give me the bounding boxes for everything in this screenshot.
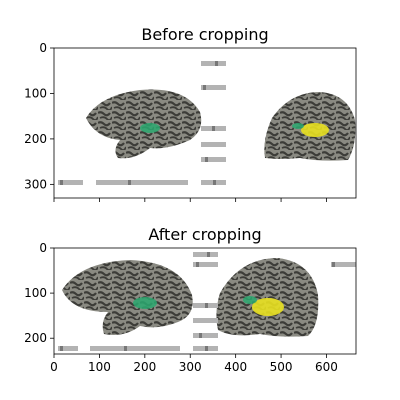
y-tick-label: 200 xyxy=(24,132,47,146)
widget-thumb xyxy=(60,180,63,185)
y-tick-label: 100 xyxy=(24,86,47,100)
yticks-before: 0 100 200 300 xyxy=(24,41,54,191)
widget-bar xyxy=(201,61,226,66)
left-hemisphere-before xyxy=(86,89,202,159)
widget-bar xyxy=(90,346,180,351)
subplot-after: After cropping 0 100 200 xyxy=(24,225,357,374)
widget-thumb xyxy=(60,346,63,351)
xticks-after: 0 100 200 300 400 500 600 xyxy=(50,354,338,374)
x-tick-label: 300 xyxy=(179,360,202,374)
activation-right-after xyxy=(252,298,284,316)
yticks-after: 0 100 200 xyxy=(24,241,54,345)
title-before: Before cropping xyxy=(141,25,268,44)
widget-bar xyxy=(193,333,218,338)
x-tick-label: 400 xyxy=(224,360,247,374)
widget-thumb xyxy=(203,85,206,90)
title-after: After cropping xyxy=(148,225,261,244)
widget-thumb xyxy=(205,157,208,162)
widget-bar xyxy=(201,142,226,147)
widget-bar xyxy=(58,180,83,185)
axes-frame-before xyxy=(53,47,357,199)
widget-thumb xyxy=(213,180,216,185)
widget-bar xyxy=(193,318,218,323)
y-tick-label: 0 xyxy=(39,241,47,255)
widget-bar xyxy=(58,346,78,351)
right-hemisphere-after xyxy=(216,258,319,337)
image-after xyxy=(58,252,356,351)
xticks-before xyxy=(53,198,327,202)
widget-thumb xyxy=(332,262,335,267)
left-hemisphere-after xyxy=(62,260,193,335)
widget-bar xyxy=(201,85,226,90)
widget-thumb xyxy=(212,126,215,131)
widget-bar xyxy=(193,252,218,257)
activation-left-after xyxy=(133,297,157,309)
widget-bar xyxy=(331,262,356,267)
widget-thumb xyxy=(215,61,218,66)
y-tick-label: 200 xyxy=(24,331,47,345)
axes-frame-after xyxy=(53,247,357,355)
y-tick-label: 100 xyxy=(24,286,47,300)
activation-right-before xyxy=(301,123,329,137)
x-tick-label: 100 xyxy=(88,360,111,374)
widget-thumb xyxy=(196,262,199,267)
widget-thumb xyxy=(124,346,127,351)
widget-bar xyxy=(201,157,226,162)
y-tick-label: 0 xyxy=(39,41,47,55)
widget-bar xyxy=(193,262,218,267)
widget-thumb xyxy=(205,303,208,308)
widget-thumb xyxy=(199,333,202,338)
x-tick-label: 500 xyxy=(270,360,293,374)
x-tick-label: 200 xyxy=(133,360,156,374)
widget-thumb xyxy=(128,180,131,185)
x-tick-label: 600 xyxy=(315,360,338,374)
widget-thumb xyxy=(205,346,208,351)
activation-left-before xyxy=(140,123,160,133)
x-tick-label: 0 xyxy=(50,360,58,374)
activation-right-after-2 xyxy=(243,296,257,304)
widget-bar xyxy=(96,180,188,185)
image-before xyxy=(58,61,356,185)
subplot-before: Before cropping 0 100 xyxy=(24,25,357,202)
activation-right-before-2 xyxy=(292,123,304,129)
widget-thumb xyxy=(207,252,210,257)
y-tick-label: 300 xyxy=(24,177,47,191)
